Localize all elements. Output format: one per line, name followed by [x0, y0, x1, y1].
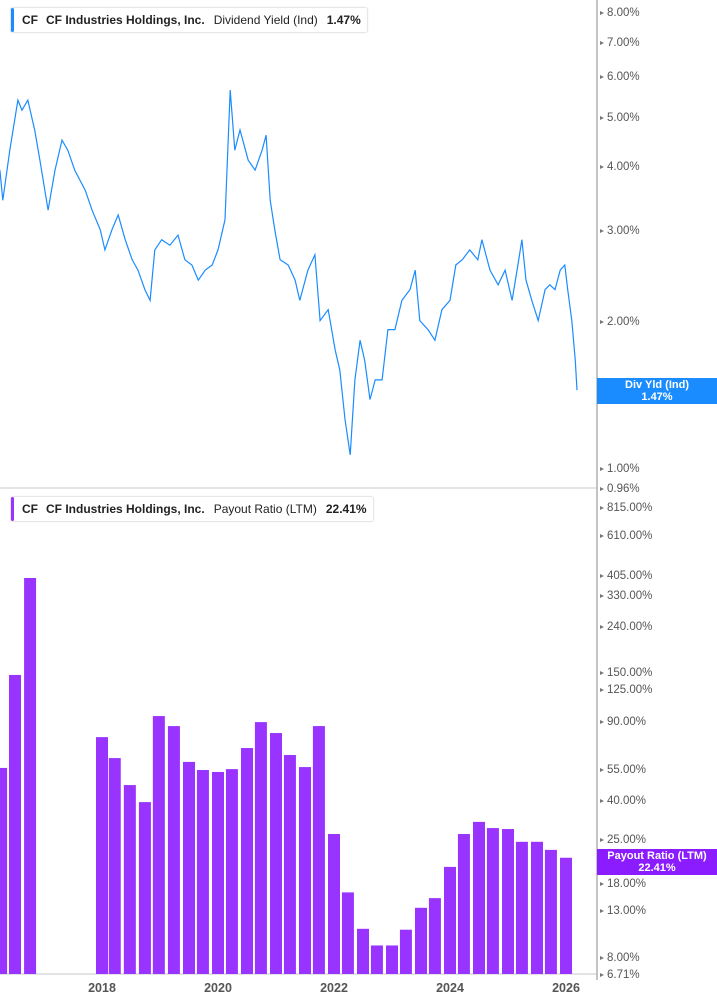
payout-bar[interactable] [544, 849, 557, 974]
metric-name: Dividend Yield (Ind) [213, 13, 318, 27]
y-tick-label: 815.00% [599, 502, 653, 514]
metric-value: 1.47% [326, 13, 361, 27]
y-tick-label: 13.00% [599, 904, 647, 917]
payout-bar[interactable] [312, 726, 325, 974]
y-tick-label: 405.00% [599, 570, 653, 583]
payout-bar[interactable] [386, 945, 398, 974]
top-legend[interactable]: CF CF Industries Holdings, Inc. Dividend… [10, 7, 368, 33]
payout-bar[interactable] [152, 716, 165, 974]
y-tick-label: 90.00% [599, 716, 647, 729]
x-tick-label: 2022 [320, 981, 348, 995]
y-tick-label: 8.00% [600, 6, 640, 19]
payout-bar[interactable] [370, 945, 383, 974]
payout-bar[interactable] [328, 834, 340, 974]
y-tick-label: 6.00% [600, 71, 640, 84]
payout-bar[interactable] [108, 758, 121, 974]
ticker: CF [22, 13, 38, 27]
x-tick-label: 2018 [88, 981, 116, 995]
flag-label: Div Yld (Ind) [625, 379, 689, 391]
y-tick-label: 4.00% [600, 161, 640, 174]
payout-bar[interactable] [96, 737, 108, 974]
payout-bar[interactable] [473, 821, 485, 974]
x-tick-label: 2020 [204, 981, 232, 995]
y-tick-label: 25.00% [599, 834, 647, 847]
current-yield-flag: Div Yld (Ind) 1.47% [597, 378, 717, 404]
y-tick-label: 1.00% [600, 463, 640, 475]
payout-bar[interactable] [167, 726, 180, 974]
payout-bar[interactable] [531, 841, 543, 974]
payout-bars [0, 578, 572, 974]
payout-bar[interactable] [24, 578, 37, 974]
payout-bar[interactable] [299, 767, 311, 974]
y-tick-label: 18.00% [599, 878, 647, 891]
payout-bar[interactable] [123, 785, 136, 974]
y-tick-label: 330.00% [599, 589, 653, 602]
payout-bar[interactable] [428, 898, 441, 974]
flag-label: Payout Ratio (LTM) [607, 850, 707, 862]
y-tick-label: 7.00% [600, 36, 640, 49]
current-payout-flag: Payout Ratio (LTM) 22.41% [597, 849, 717, 875]
payout-bar[interactable] [254, 722, 267, 974]
payout-bar[interactable] [241, 748, 253, 974]
dividend-yield-line [0, 89, 578, 455]
payout-bar[interactable] [212, 771, 224, 974]
y-tick-label: 55.00% [599, 764, 647, 777]
company-name: CF Industries Holdings, Inc. [46, 502, 205, 516]
payout-bar[interactable] [225, 769, 238, 974]
ticker: CF [22, 502, 38, 516]
payout-bar[interactable] [560, 857, 572, 974]
y-tick-label: 3.00% [600, 225, 640, 238]
series-color-swatch [11, 497, 14, 521]
payout-bar[interactable] [0, 767, 8, 974]
y-tick-label: 40.00% [599, 795, 647, 808]
payout-bar[interactable] [270, 733, 282, 974]
bottom-legend[interactable]: CF CF Industries Holdings, Inc. Payout R… [10, 496, 374, 522]
payout-bar[interactable] [196, 770, 209, 974]
y-tick-label: 240.00% [599, 620, 653, 633]
metric-value: 22.41% [325, 502, 367, 516]
y-tick-label: 610.00% [599, 530, 653, 543]
y-tick-label: 6.71% [600, 969, 640, 982]
y-tick-label: 125.00% [599, 684, 653, 697]
flag-value: 1.47% [641, 391, 673, 403]
y-tick-label: 150.00% [599, 666, 653, 679]
payout-bar[interactable] [415, 907, 427, 974]
payout-bar[interactable] [138, 802, 151, 974]
x-tick-label: 2026 [552, 981, 580, 995]
series-color-swatch [11, 8, 14, 32]
y-tick-label: 5.00% [600, 111, 640, 124]
payout-bar[interactable] [399, 929, 412, 974]
payout-bar[interactable] [486, 828, 499, 974]
payout-bar[interactable] [357, 928, 369, 974]
x-tick-label: 2024 [436, 981, 464, 995]
payout-bar[interactable] [183, 761, 195, 974]
y-tick-label: 2.00% [600, 315, 640, 328]
payout-bar[interactable] [341, 892, 354, 974]
y-tick-label: 0.96% [600, 483, 640, 496]
payout-bar[interactable] [515, 841, 528, 974]
flag-value: 22.41% [638, 862, 676, 874]
y-tick-label: 8.00% [600, 952, 640, 964]
payout-bar[interactable] [457, 834, 470, 974]
payout-bar[interactable] [9, 674, 21, 974]
company-name: CF Industries Holdings, Inc. [46, 13, 205, 27]
payout-bar[interactable] [444, 866, 456, 974]
metric-name: Payout Ratio (LTM) [213, 502, 317, 516]
payout-bar[interactable] [283, 755, 296, 974]
payout-bar[interactable] [502, 829, 514, 974]
